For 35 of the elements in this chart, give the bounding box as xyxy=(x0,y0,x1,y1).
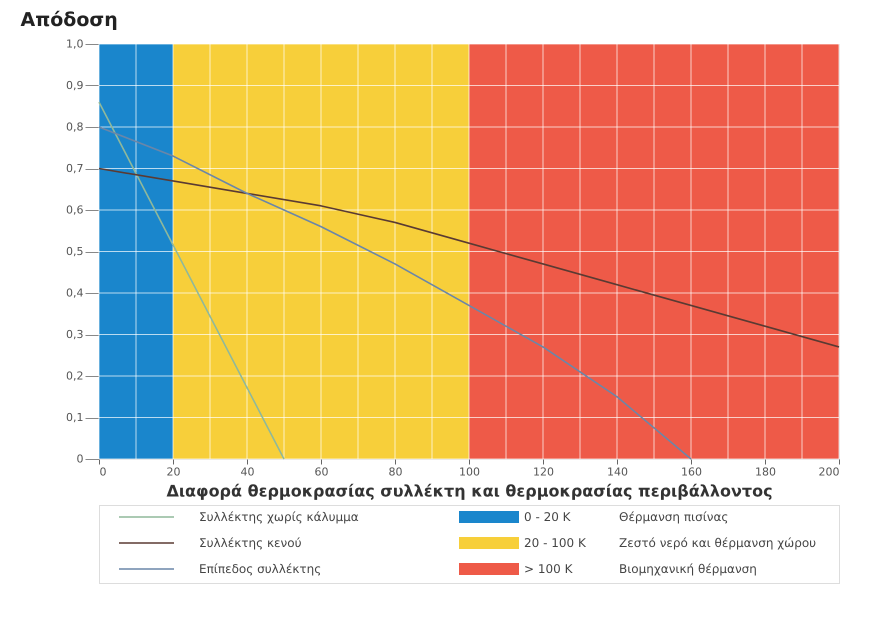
x-tick-label: 20 xyxy=(166,466,180,478)
y-tick-label: 0,2 xyxy=(66,370,84,382)
line-series xyxy=(98,126,692,460)
x-tick-label: 60 xyxy=(314,466,328,478)
x-tick-label: 200 xyxy=(818,466,840,478)
legend-label: Επίπεδος συλλέκτης xyxy=(199,562,322,576)
x-tick-label: 180 xyxy=(755,466,776,478)
y-tick-label: 0,3 xyxy=(66,328,84,341)
text: Βιομηχανική θέρμανση xyxy=(619,562,757,576)
legend-label: 20 - 100 K xyxy=(524,536,587,550)
legend-label: 0 - 20 K xyxy=(524,510,572,524)
legend-label: > 100 K xyxy=(524,562,574,576)
x-tick-label: 120 xyxy=(533,466,554,478)
x-tick-label: 100 xyxy=(459,466,480,478)
x-tick-label: 80 xyxy=(388,466,402,478)
y-tick-label: 0,5 xyxy=(66,245,84,258)
y-tick-label: 0,9 xyxy=(66,79,84,92)
legend-label: Συλλέκτης χωρίς κάλυμμα xyxy=(199,510,359,524)
y-tick-label: 0,7 xyxy=(66,162,84,175)
x-tick-label: 160 xyxy=(681,466,702,478)
y-tick-label: 0,6 xyxy=(66,204,84,216)
y-axis-title: Απόδοση xyxy=(20,9,118,31)
x-tick-label: 140 xyxy=(607,466,628,478)
legend-label: Συλλέκτης κενού xyxy=(199,536,302,550)
x-tick-label: 40 xyxy=(240,466,254,478)
line-series xyxy=(98,168,840,348)
y-tick-label: 0,4 xyxy=(66,286,84,300)
y-tick-label: 1,0 xyxy=(66,38,84,50)
text: Θέρμανση πισίνας xyxy=(619,510,728,524)
y-tick-label: 0,1 xyxy=(66,411,84,424)
x-tick-label: 0 xyxy=(100,466,106,478)
y-tick-label: 0,8 xyxy=(66,120,84,134)
y-tick-label: 0 xyxy=(76,452,84,466)
text: Ζεστό νερό και θέρμανση χώρου xyxy=(619,536,816,550)
x-axis-title: Διαφορά θερμοκρασίας συλλέκτη και θερμοκρασίας περιβάλλοντος xyxy=(166,482,773,500)
